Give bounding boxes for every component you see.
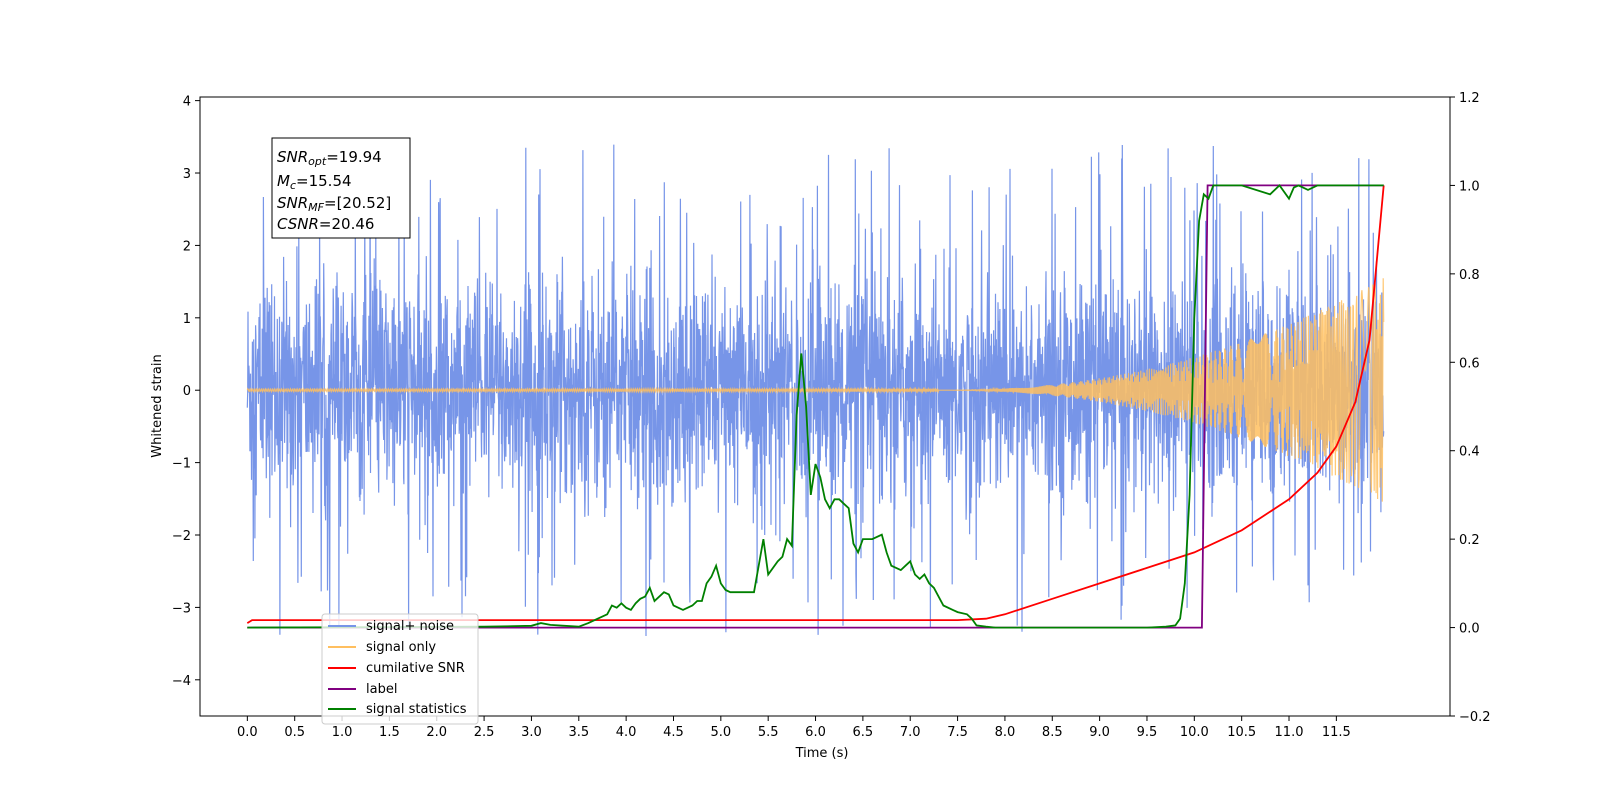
x-tick-label: 10.5 xyxy=(1227,725,1256,740)
x-axis-label: Time (s) xyxy=(795,746,849,761)
x-tick-label: 0.5 xyxy=(284,725,305,740)
annotation-frame xyxy=(271,137,411,239)
y-left-tick-label: −4 xyxy=(172,674,191,689)
y-right-tick-label: 0.6 xyxy=(1459,356,1480,371)
x-tick-label: 3.5 xyxy=(568,725,589,740)
annotation-snr-opt: SNRopt=19.94 xyxy=(277,148,382,168)
y-left-tick-label: 3 xyxy=(183,167,191,182)
legend-label-cumulative-snr: cumilative SNR xyxy=(366,661,465,676)
x-tick-label: 11.5 xyxy=(1322,725,1351,740)
axes-frame xyxy=(199,96,1451,717)
y-right-tick-label: 1.0 xyxy=(1459,179,1480,194)
x-tick-label: 9.5 xyxy=(1137,725,1158,740)
series-layer xyxy=(246,144,1385,637)
y-right-tick-label: 1.2 xyxy=(1459,91,1480,106)
x-tick-label: 2.5 xyxy=(474,725,495,740)
y-right-tick-label: 0.8 xyxy=(1459,268,1480,283)
annotation-snr-mf: SNRMF=[20.52] xyxy=(277,194,391,214)
series-signal-statistics xyxy=(247,184,1384,629)
y-left-tick-label: −3 xyxy=(172,601,191,616)
y-right-tick-label: −0.2 xyxy=(1459,710,1491,725)
series-signal-only xyxy=(246,278,1385,502)
y-left-tick-label: −1 xyxy=(172,457,191,472)
x-tick-label: 4.5 xyxy=(663,725,684,740)
x-axis-ticks: 0.0 0.5 1.0 1.5 2.0 2.5 3.0 3.5 4.0 4.5 5.0 5.5 6.0 6… xyxy=(237,716,1351,740)
series-label xyxy=(247,184,1384,629)
x-tick-label: 1.0 xyxy=(332,725,353,740)
legend: signal+ noise signal only cumilative SNR… xyxy=(321,613,479,725)
y-left-tick-label: −2 xyxy=(172,529,191,544)
x-tick-label: 5.0 xyxy=(710,725,731,740)
legend-label-signal-only: signal only xyxy=(366,640,436,655)
legend-label-signal-noise: signal+ noise xyxy=(366,619,454,634)
y-right-tick-label: 0.0 xyxy=(1459,622,1480,637)
y-right-tick-label: 0.2 xyxy=(1459,533,1480,548)
legend-label-signal-statistics: signal statistics xyxy=(366,702,467,717)
y-axis-left-ticks: 4 3 2 1 0 −1 −2 −3 −4 xyxy=(172,95,200,689)
legend-label-label: label xyxy=(366,682,397,697)
x-tick-label: 6.0 xyxy=(805,725,826,740)
x-tick-label: 0.0 xyxy=(237,725,258,740)
x-tick-label: 5.5 xyxy=(758,725,779,740)
y-left-tick-label: 0 xyxy=(183,384,191,399)
x-tick-label: 1.5 xyxy=(379,725,400,740)
x-tick-label: 6.5 xyxy=(853,725,874,740)
x-tick-label: 9.0 xyxy=(1089,725,1110,740)
annotation-mc: Mc=15.54 xyxy=(277,172,352,192)
y-left-tick-label: 1 xyxy=(183,312,191,327)
y-axis-right-ticks: 1.2 1.0 0.8 0.6 0.4 0.2 0.0 −0.2 xyxy=(1450,91,1491,725)
annotation-box: SNRopt=19.94 Mc=15.54 SNRMF=[20.52] CSNR… xyxy=(271,137,411,239)
x-tick-label: 10.0 xyxy=(1180,725,1209,740)
x-tick-label: 2.0 xyxy=(426,725,447,740)
x-tick-label: 8.0 xyxy=(995,725,1016,740)
x-tick-label: 8.5 xyxy=(1042,725,1063,740)
legend-frame xyxy=(321,613,479,725)
annotation-csnr: CSNR=20.46 xyxy=(277,215,374,233)
plot-area xyxy=(246,144,1385,637)
x-tick-label: 7.5 xyxy=(947,725,968,740)
x-tick-label: 4.0 xyxy=(616,725,637,740)
y-left-tick-label: 4 xyxy=(183,95,191,110)
x-tick-label: 7.0 xyxy=(900,725,921,740)
x-tick-label: 11.0 xyxy=(1275,725,1304,740)
y-right-tick-label: 0.4 xyxy=(1459,445,1480,460)
y-axis-label: Whitened strain xyxy=(150,354,165,457)
y-left-tick-label: 2 xyxy=(183,239,191,254)
x-tick-label: 3.0 xyxy=(521,725,542,740)
